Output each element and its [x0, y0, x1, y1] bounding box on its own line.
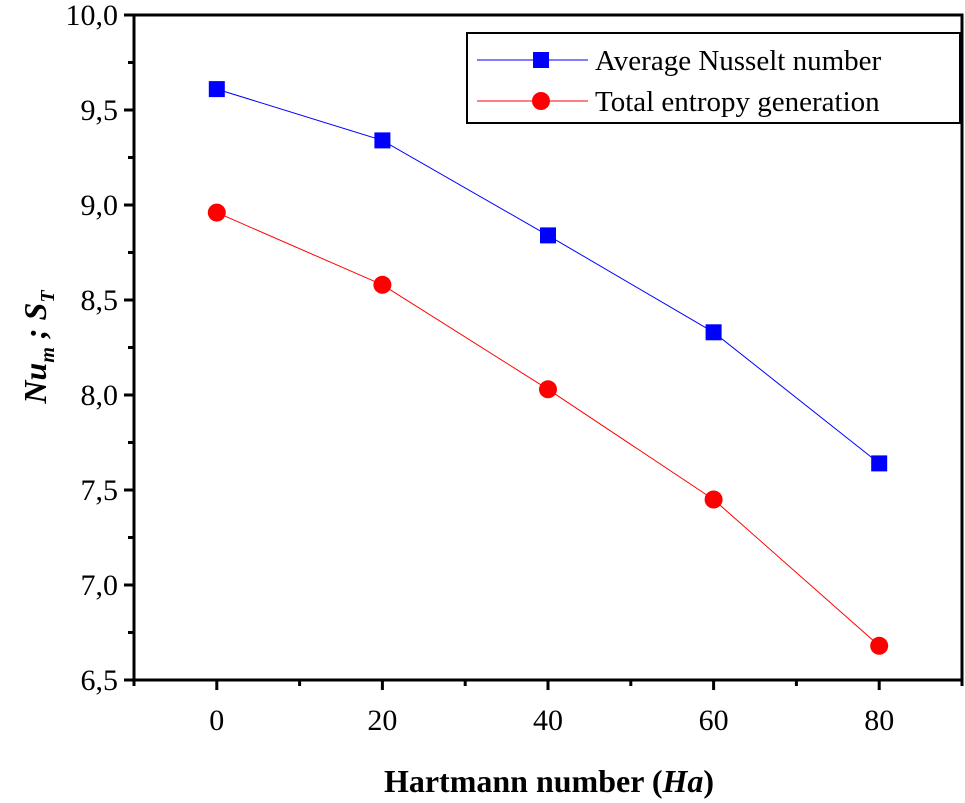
data-point-circle — [539, 380, 557, 399]
series-layer — [207, 81, 889, 655]
legend-marker-square-icon — [533, 52, 549, 68]
y-tick-label: 6,5 — [81, 664, 119, 697]
y-tick-label: 7,0 — [81, 569, 119, 602]
legend-marker-circle-icon — [532, 92, 550, 110]
legend-label-entropy: Total entropy generation — [595, 86, 880, 118]
legend-label-nusselt: Average Nusselt number — [595, 45, 881, 77]
x-tick-label: 40 — [533, 704, 563, 737]
y-axis-title: Num ; ST — [17, 290, 59, 405]
x-tick-label: 60 — [699, 704, 729, 737]
data-point-square — [540, 227, 556, 244]
data-point-square — [871, 455, 888, 472]
x-axis-title: Hartmann number (Ha) — [384, 763, 714, 799]
data-point-circle — [207, 203, 226, 222]
axes: 6,5 7,0 7,5 8,0 8,5 9,0 9,5 10,0 0 20 40 60 80 — [66, 0, 964, 737]
x-tick-label: 20 — [367, 704, 397, 737]
y-tick-label: 9,5 — [81, 94, 119, 127]
y-tick-label: 9,0 — [81, 189, 119, 222]
legend-box — [466, 32, 961, 124]
x-tick-label: 0 — [209, 704, 224, 737]
data-point-square — [374, 132, 391, 149]
data-point-circle — [870, 636, 889, 655]
data-point-square — [705, 324, 722, 341]
series-line-0 — [216, 88, 880, 464]
y-tick-label: 8,5 — [81, 284, 119, 317]
legend: Average Nusselt number Total entropy gen… — [466, 32, 961, 124]
x-tick-label: 80 — [864, 704, 894, 737]
data-point-square — [208, 81, 225, 98]
y-tick-label: 10,0 — [66, 0, 119, 32]
series-line-1 — [216, 212, 880, 647]
y-tick-label: 7,5 — [81, 474, 119, 507]
data-point-circle — [704, 490, 723, 509]
data-point-circle — [373, 275, 392, 294]
y-tick-label: 8,0 — [81, 379, 119, 412]
